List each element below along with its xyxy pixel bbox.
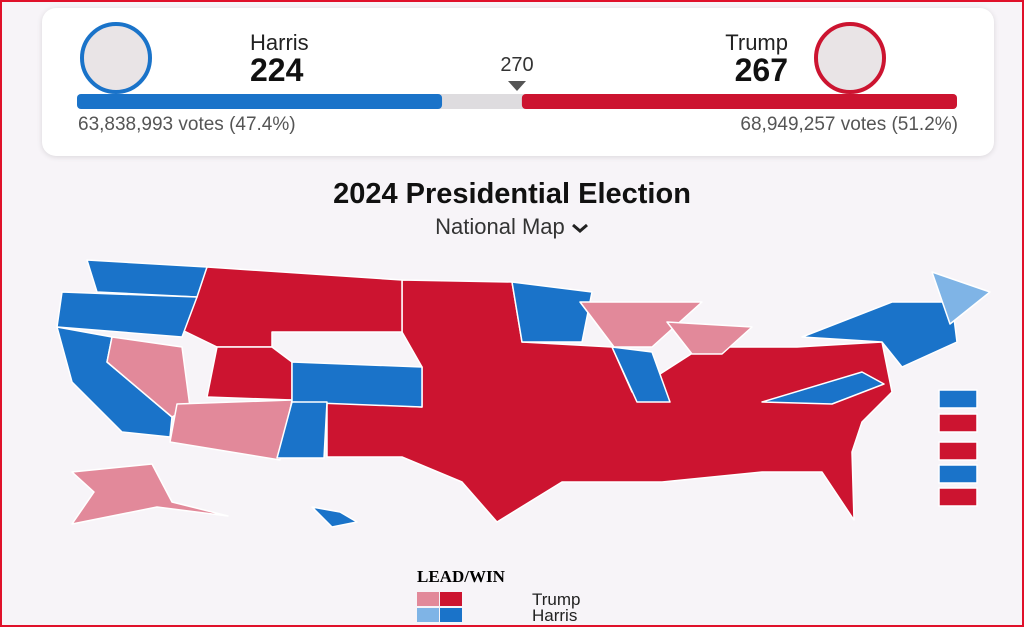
threshold-label: 270 xyxy=(500,54,534,76)
state-region xyxy=(579,301,703,348)
legend-title: LEAD/WIN xyxy=(417,567,505,586)
legend-entry: Trump xyxy=(532,590,581,609)
harris-avatar xyxy=(80,22,152,94)
small-state xyxy=(938,441,978,461)
candidate-name: Harris xyxy=(250,30,309,55)
legend-swatch xyxy=(440,592,462,606)
state-region xyxy=(291,361,423,408)
state-region xyxy=(801,301,958,368)
map-selector[interactable]: National Map xyxy=(2,214,1022,240)
legend-swatch xyxy=(440,608,462,622)
title: 2024 Presidential Election xyxy=(333,178,691,210)
electoral-votes: 267 xyxy=(734,52,788,88)
state-region xyxy=(206,346,293,401)
small-state xyxy=(938,389,978,409)
legend-entry: Harris xyxy=(532,606,578,625)
state-region xyxy=(511,281,593,343)
state-region xyxy=(181,266,403,348)
state-region xyxy=(311,506,358,528)
legend-swatch xyxy=(417,608,439,622)
us-map xyxy=(56,259,991,528)
chevron xyxy=(571,223,588,233)
popular-votes: 63,838,993 votes (47.4%) xyxy=(78,114,296,135)
small-state xyxy=(938,487,978,507)
small-state xyxy=(938,464,978,484)
state-region xyxy=(56,291,198,338)
subtitle: National Map xyxy=(435,214,565,239)
candidate-name: Trump xyxy=(725,30,788,55)
electoral-votes: 224 xyxy=(250,52,304,88)
state-region xyxy=(276,401,328,459)
state-region xyxy=(666,321,753,355)
state-region xyxy=(169,399,293,461)
trump-avatar xyxy=(814,22,886,94)
state-region xyxy=(761,371,885,405)
state-region xyxy=(611,346,671,403)
popular-votes: 68,949,257 votes (51.2%) xyxy=(740,114,958,135)
legend-swatch xyxy=(417,592,439,606)
small-state xyxy=(938,413,978,433)
state-region xyxy=(86,259,208,298)
state-region xyxy=(931,271,991,325)
state-region xyxy=(71,463,229,525)
